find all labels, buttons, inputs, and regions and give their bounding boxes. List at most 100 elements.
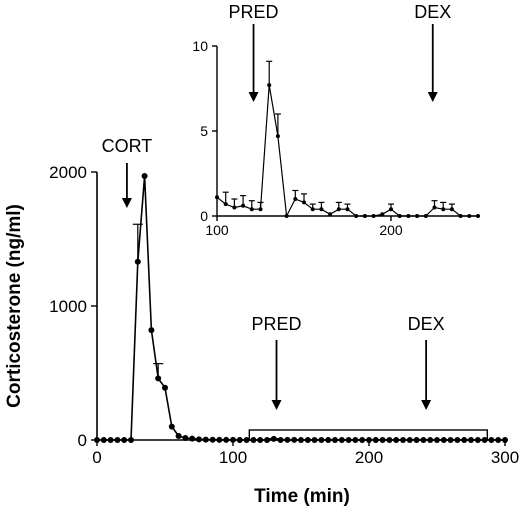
inset-data-point <box>467 214 472 218</box>
main-data-point <box>196 436 202 443</box>
main-y-tick-label: 2000 <box>49 163 87 182</box>
inset-arrow-head <box>248 92 259 102</box>
inset-data-point <box>336 207 341 212</box>
inset-data-point <box>389 207 393 212</box>
main-data-point <box>114 437 121 443</box>
main-data-point <box>284 436 291 443</box>
inset-data-point <box>302 200 306 205</box>
main-data-point <box>100 437 107 443</box>
main-data-point <box>134 258 141 265</box>
inset-data-point <box>319 207 324 212</box>
y-axis-title: Corticosterone (ng/ml) <box>4 204 25 408</box>
main-data-point <box>230 436 236 443</box>
inset-annotation-dex: DEX <box>414 2 451 22</box>
inset-data-point <box>249 207 254 212</box>
inset-data-point <box>215 195 219 200</box>
main-data-point <box>427 437 434 443</box>
main-data-point <box>440 437 447 443</box>
inset-data-point <box>423 214 428 218</box>
main-data-point <box>366 437 372 443</box>
main-annotation-pred: PRED <box>252 314 302 334</box>
main-data-point <box>406 437 413 443</box>
inset-data-point <box>293 197 298 201</box>
inset-data-point <box>345 207 350 212</box>
main-data-point <box>420 437 427 443</box>
inset-data-points <box>215 83 480 218</box>
main-arrow-head <box>421 400 432 410</box>
inset-y-tick-label: 5 <box>200 123 208 139</box>
main-x-tick-label: 300 <box>491 448 519 467</box>
inset-data-point <box>284 214 289 218</box>
main-data-point <box>325 437 332 443</box>
main-data-point <box>250 437 257 443</box>
main-data-point <box>304 437 311 443</box>
inset-data-point <box>310 207 315 212</box>
main-data-point <box>413 437 420 443</box>
inset-data-point <box>458 214 463 218</box>
main-data-point <box>141 173 148 180</box>
main-data-point <box>94 437 100 443</box>
main-x-tick-label: 0 <box>92 448 101 467</box>
main-data-point <box>298 437 304 443</box>
main-data-point <box>488 437 495 443</box>
inset-data-point <box>328 212 333 217</box>
main-arrow-head <box>121 198 132 208</box>
main-data-point <box>502 437 508 443</box>
inset-data-point <box>449 207 454 212</box>
main-data-point <box>461 437 468 443</box>
inset-data-point <box>415 214 420 218</box>
main-data-point <box>386 437 393 443</box>
main-data-point <box>270 435 277 442</box>
main-annotation-dex: DEX <box>408 314 445 334</box>
x-axis-title: Time (min) <box>254 486 350 507</box>
main-data-point <box>338 437 345 443</box>
inset-data-point <box>275 134 280 139</box>
main-data-point <box>474 437 481 443</box>
main-data-point <box>202 436 209 443</box>
main-annotation-cort: CORT <box>102 136 153 156</box>
main-data-point <box>318 437 325 443</box>
main-data-point <box>168 423 175 430</box>
main-data-point <box>148 327 155 334</box>
main-data-point <box>481 437 488 443</box>
main-data-point <box>257 437 264 443</box>
inset-data-point <box>432 205 437 210</box>
main-data-point <box>447 437 454 443</box>
main-data-point <box>223 436 230 443</box>
inset-data-point <box>406 214 411 218</box>
main-data-point <box>107 437 114 443</box>
main-data-point <box>243 437 250 443</box>
inset-data-point <box>258 207 263 212</box>
inset-data-point <box>241 203 246 208</box>
main-data-point <box>175 432 182 439</box>
main-data-point <box>352 437 359 443</box>
main-x-tick-label: 200 <box>355 448 383 467</box>
main-data-point <box>128 437 134 443</box>
main-y-tick-label: 1000 <box>49 297 87 316</box>
main-data-point <box>216 436 223 443</box>
inset-annotation-pred: PRED <box>229 2 279 22</box>
main-y-tick-label: 0 <box>78 431 87 450</box>
inset-data-point <box>476 214 480 218</box>
main-data-point <box>434 437 440 443</box>
main-data-point <box>359 437 366 443</box>
inset-data-point <box>354 214 359 218</box>
main-data-point <box>182 434 189 441</box>
main-data-point <box>162 384 168 391</box>
inset-chart: 100 200 0 5 10 PRED DEX <box>192 2 480 238</box>
main-data-point <box>209 436 216 443</box>
inset-data-point <box>362 214 367 218</box>
main-data-point <box>189 435 196 442</box>
main-data-point <box>379 437 386 443</box>
main-data-point <box>264 437 270 443</box>
inset-data-point <box>441 207 446 212</box>
main-data-point <box>400 437 406 443</box>
inset-arrow-head <box>427 92 438 102</box>
inset-data-point <box>232 205 237 210</box>
inset-data-point <box>380 212 385 217</box>
inset-series-line <box>216 84 478 219</box>
main-data-point <box>121 437 128 443</box>
main-arrow-head <box>271 400 282 410</box>
